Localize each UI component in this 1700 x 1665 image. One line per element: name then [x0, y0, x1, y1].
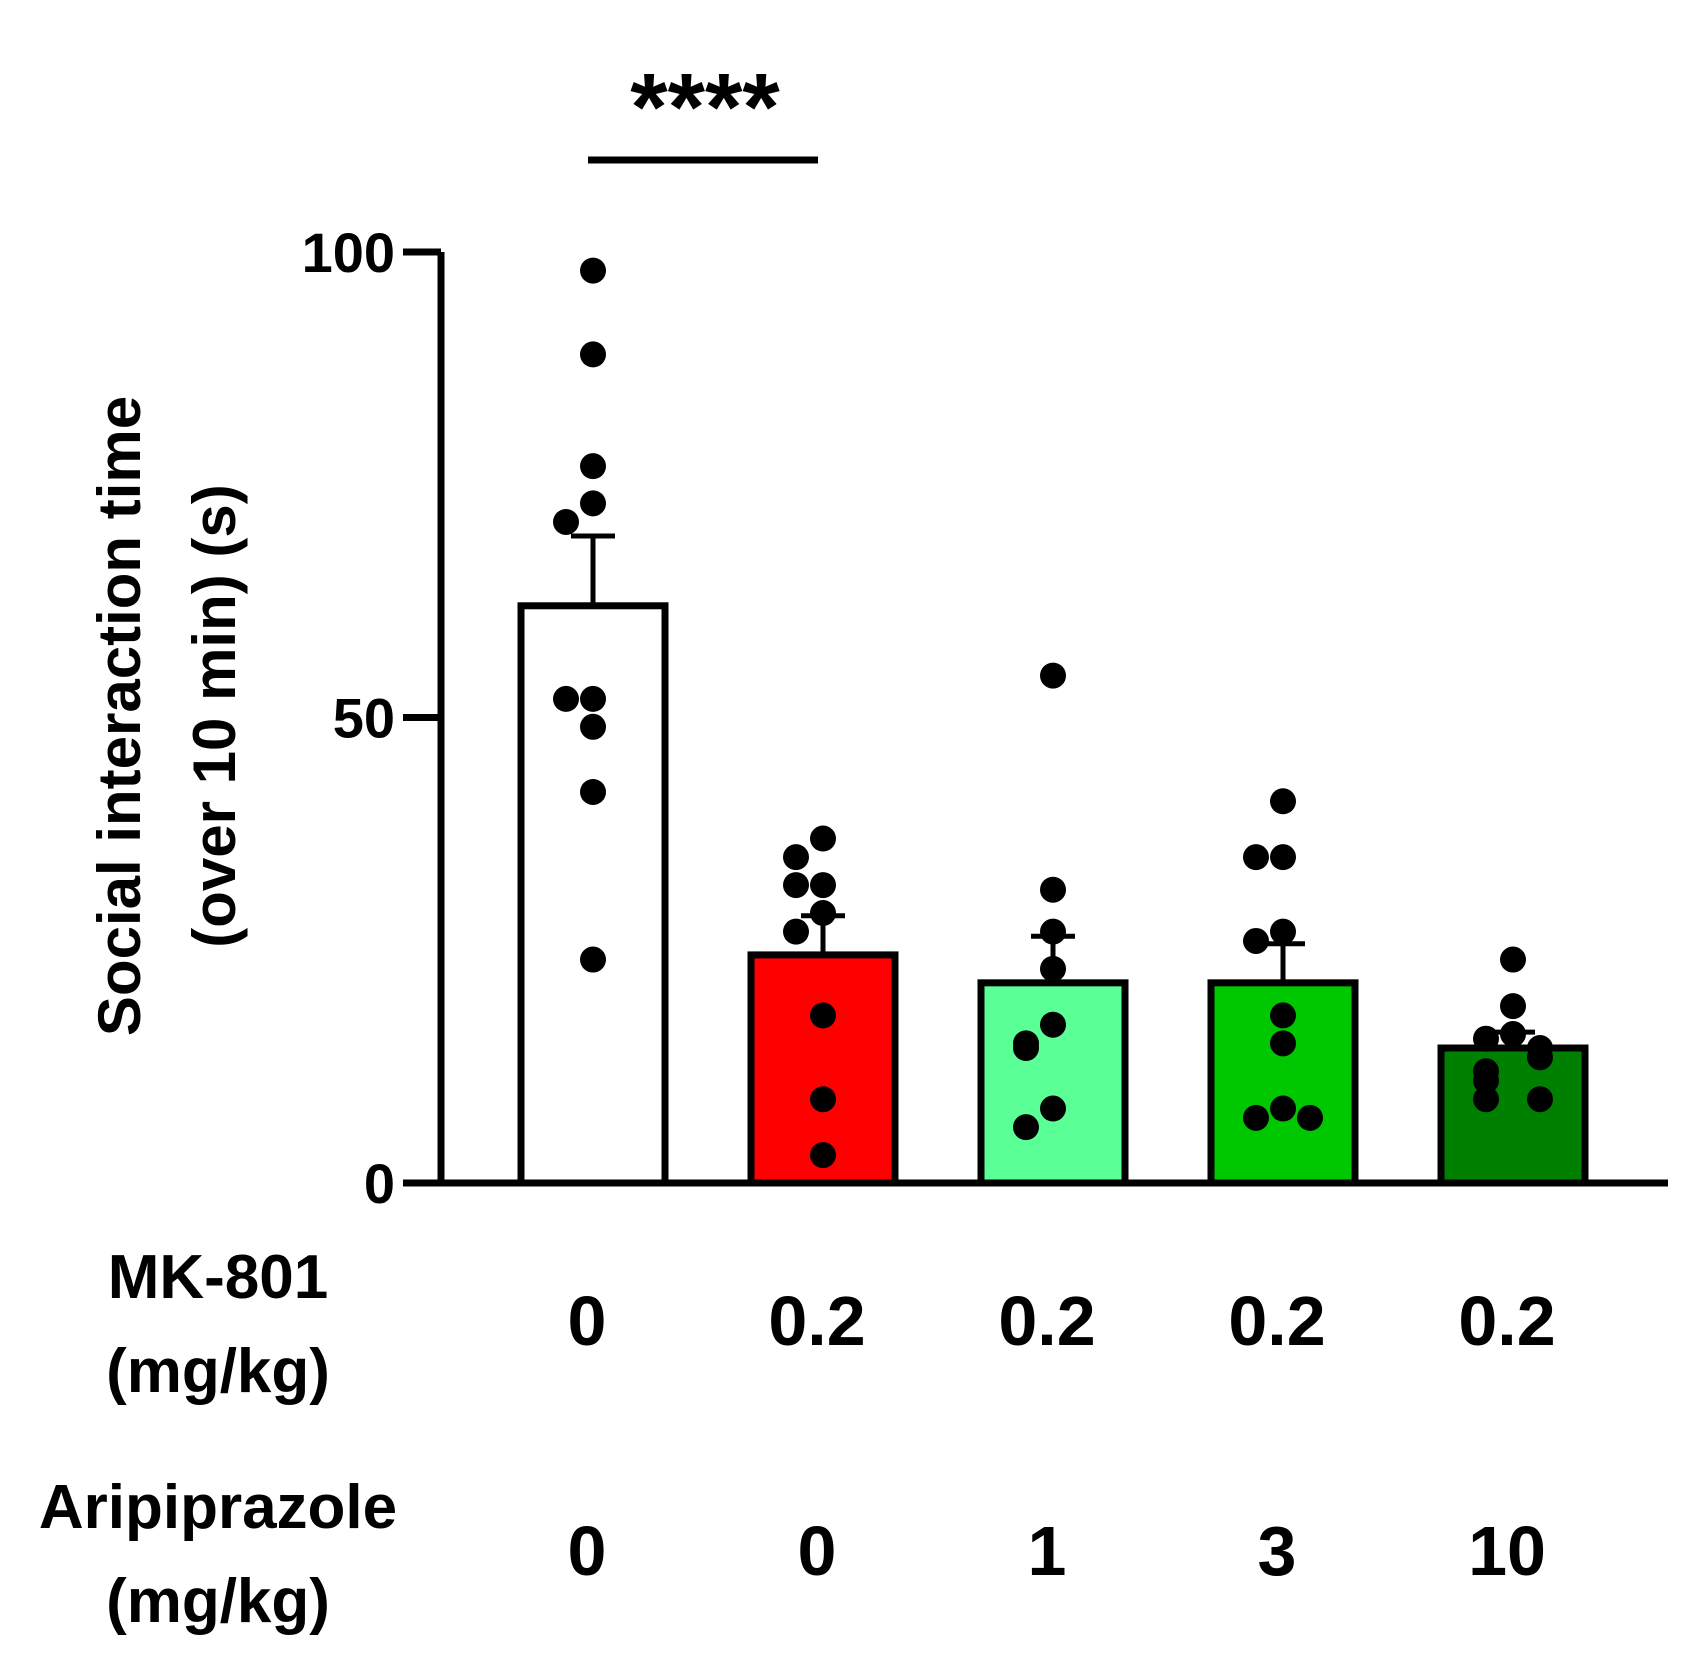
data-point: [810, 900, 836, 927]
data-point: [1527, 1086, 1553, 1113]
data-point: [1243, 844, 1269, 871]
data-point: [1270, 1030, 1296, 1057]
data-point: [580, 453, 606, 480]
data-point: [580, 257, 606, 284]
y-tick-label: 50: [333, 687, 395, 750]
aripiprazole-dose-label: 10: [1468, 1512, 1546, 1590]
data-point: [1500, 1021, 1526, 1048]
mk801-dose-label: 0.2: [1458, 1282, 1555, 1360]
data-point: [1473, 1086, 1499, 1113]
aripiprazole-dose-label: 3: [1258, 1512, 1297, 1590]
data-point: [1243, 1104, 1269, 1131]
data-point: [1040, 955, 1066, 982]
y-axis-title: Social interaction time: [86, 396, 153, 1036]
data-point: [580, 713, 606, 740]
row-label-mk801: MK-801: [108, 1243, 329, 1312]
data-point: [810, 1086, 836, 1113]
data-point: [810, 1142, 836, 1169]
data-point: [810, 1002, 836, 1029]
data-point: [580, 341, 606, 368]
data-point: [1013, 1035, 1039, 1062]
data-point: [1243, 927, 1269, 954]
mk801-dose-label: 0: [568, 1282, 607, 1360]
mk801-dose-label: 0.2: [768, 1282, 865, 1360]
data-point: [1040, 1011, 1066, 1038]
data-point: [553, 685, 579, 712]
mk801-dose-label: 0.2: [998, 1282, 1095, 1360]
bar: [1437, 1044, 1589, 1187]
data-point: [810, 825, 836, 852]
row-label-mk801-unit: (mg/kg): [106, 1337, 330, 1406]
data-point: [1297, 1104, 1323, 1131]
row-label-aripiprazole: Aripiprazole: [39, 1473, 397, 1542]
data-point: [1040, 876, 1066, 903]
data-point: [1270, 1002, 1296, 1029]
y-tick-label: 0: [364, 1152, 395, 1215]
data-point: [580, 778, 606, 805]
mk801-dose-label: 0.2: [1228, 1282, 1325, 1360]
y-tick-label: 100: [302, 221, 395, 284]
data-point: [810, 872, 836, 899]
data-point: [1040, 662, 1066, 689]
data-point: [1473, 1067, 1499, 1094]
data-point: [1527, 1044, 1553, 1071]
aripiprazole-dose-label: 1: [1028, 1512, 1067, 1590]
plot-area: [403, 156, 1668, 1187]
row-label-aripiprazole-unit: (mg/kg): [106, 1567, 330, 1636]
data-point: [580, 946, 606, 973]
significance-label: ****: [630, 54, 780, 161]
data-point: [1270, 918, 1296, 945]
data-point: [1473, 1025, 1499, 1052]
data-point: [783, 872, 809, 899]
data-point: [1500, 993, 1526, 1020]
data-point: [553, 508, 579, 535]
data-point: [580, 685, 606, 712]
data-point: [1500, 946, 1526, 973]
aripiprazole-dose-label: 0: [798, 1512, 837, 1590]
data-point: [1270, 1095, 1296, 1122]
data-point: [783, 844, 809, 871]
data-point: [580, 490, 606, 517]
data-point: [783, 918, 809, 945]
data-point: [1013, 1114, 1039, 1141]
aripiprazole-dose-label: 0: [568, 1512, 607, 1590]
data-point: [1040, 1095, 1066, 1122]
data-point: [1270, 844, 1296, 871]
bar: [1207, 979, 1359, 1187]
data-point: [1270, 788, 1296, 815]
y-axis-title: (over 10 min) (s): [181, 484, 248, 947]
data-point: [1040, 918, 1066, 945]
